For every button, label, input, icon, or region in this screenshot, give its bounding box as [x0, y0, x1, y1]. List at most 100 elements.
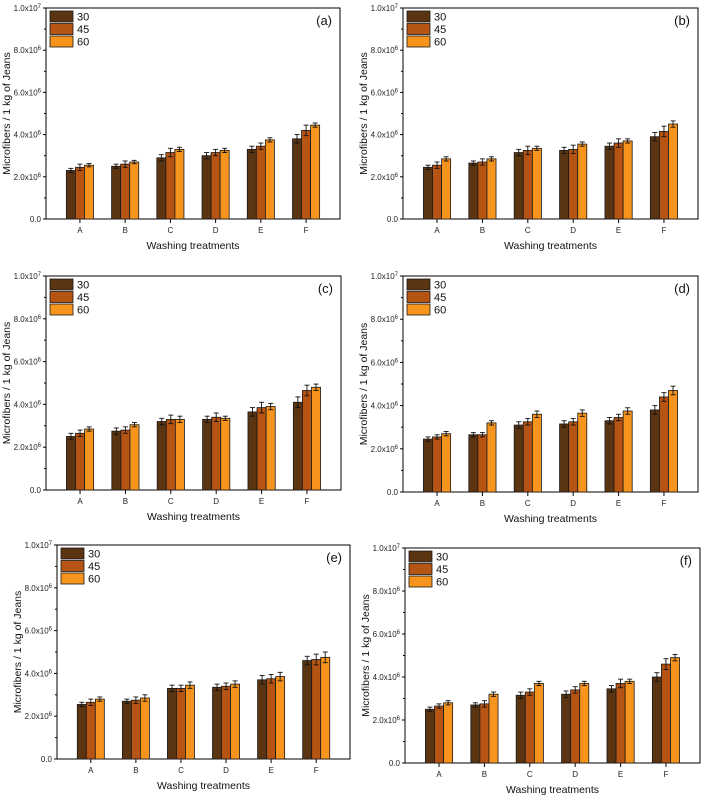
- bar: [219, 150, 230, 220]
- y-tick-exponent: 6: [38, 358, 42, 364]
- bar: [129, 424, 140, 491]
- y-tick-label: 1.0x107: [14, 272, 42, 281]
- y-axis-title: Microfibers / 1 kg of Jeans: [360, 594, 372, 717]
- x-tick-label: E: [268, 766, 273, 775]
- bar: [441, 433, 452, 493]
- legend-swatch: [49, 278, 74, 291]
- y-tick-base: 2.0x10: [25, 712, 50, 721]
- bar: [84, 428, 95, 491]
- y-tick-label: 1.0x107: [25, 541, 53, 550]
- y-tick-exponent: 7: [38, 4, 42, 10]
- bar: [220, 417, 231, 491]
- legend-swatch: [49, 291, 74, 303]
- x-tick-label: F: [314, 766, 319, 775]
- legend-swatch: [408, 563, 433, 575]
- bar: [302, 660, 313, 760]
- y-tick-exponent: 6: [395, 46, 399, 52]
- legend-label: 60: [88, 574, 100, 586]
- legend-label: 45: [434, 24, 446, 36]
- bar: [613, 142, 624, 220]
- bar: [606, 688, 617, 764]
- y-tick-label: 2.0x106: [371, 173, 399, 182]
- x-tick-label: D: [570, 499, 576, 508]
- panel-label: (d): [674, 281, 690, 296]
- bar: [320, 656, 331, 760]
- bar: [668, 390, 678, 493]
- x-tick-label: B: [482, 770, 487, 779]
- bar: [579, 683, 590, 764]
- x-tick-label: E: [616, 499, 621, 508]
- x-tick-label: C: [167, 226, 173, 235]
- y-tick-exponent: 6: [49, 669, 53, 675]
- y-tick-base: 4.0x10: [371, 402, 396, 411]
- y-tick-base: 1.0x10: [14, 4, 39, 13]
- bar: [659, 131, 669, 220]
- bar: [130, 699, 141, 760]
- bar: [174, 148, 185, 220]
- x-tick-label: C: [168, 497, 174, 506]
- x-tick-label: B: [122, 226, 127, 235]
- y-tick-exponent: 6: [38, 88, 42, 94]
- legend-swatch: [60, 547, 85, 560]
- y-tick-base: 2.0x10: [371, 173, 396, 182]
- y-tick-base: 4.0x10: [25, 669, 50, 678]
- y-tick-label: 2.0x106: [14, 173, 42, 182]
- y-tick-label: 4.0x106: [25, 669, 53, 678]
- y-tick-label: 6.0x106: [14, 88, 42, 97]
- bar: [533, 683, 544, 764]
- bar: [486, 158, 497, 220]
- legend-swatch: [406, 10, 431, 23]
- legend-swatch: [406, 303, 431, 316]
- panel-label: (a): [316, 13, 332, 28]
- y-tick-label: 6.0x106: [373, 630, 401, 639]
- bar: [432, 164, 442, 220]
- bar: [479, 703, 490, 764]
- y-tick-exponent: 6: [38, 443, 42, 449]
- bar: [468, 434, 479, 493]
- bar: [622, 140, 633, 220]
- y-tick-label: 4.0x106: [14, 131, 42, 140]
- bar: [622, 410, 633, 493]
- x-tick-label: A: [436, 770, 442, 779]
- y-tick-base: 6.0x10: [371, 358, 396, 367]
- bar: [613, 417, 624, 493]
- y-tick-exponent: 7: [38, 272, 42, 278]
- x-tick-label: D: [213, 497, 219, 506]
- legend-label: 30: [434, 12, 446, 24]
- y-axis-title: Microfibers / 1 kg of Jeans: [358, 323, 370, 446]
- y-tick-base: 4.0x10: [373, 673, 398, 682]
- legend-label: 60: [77, 305, 89, 317]
- bar: [176, 687, 186, 760]
- y-tick-label: 8.0x106: [14, 315, 42, 324]
- y-tick-exponent: 6: [38, 173, 42, 179]
- x-axis-title: Washing treatments: [504, 240, 597, 252]
- bar: [513, 424, 524, 493]
- bar: [624, 680, 635, 764]
- legend-swatch: [60, 572, 85, 585]
- y-tick-label: 0.0: [389, 759, 401, 768]
- bar: [522, 150, 533, 220]
- bar: [668, 123, 678, 220]
- bar: [156, 157, 167, 220]
- legend-label: 60: [434, 37, 446, 49]
- y-tick-label: 6.0x106: [25, 627, 53, 636]
- bar: [167, 687, 177, 760]
- y-tick-label: 4.0x106: [371, 131, 399, 140]
- y-tick-exponent: 6: [397, 630, 401, 636]
- y-tick-label: 6.0x106: [371, 88, 399, 97]
- bar: [65, 170, 76, 220]
- y-tick-label: 4.0x106: [371, 402, 399, 411]
- bar: [559, 423, 570, 493]
- x-tick-label: F: [304, 226, 309, 235]
- y-tick-label: 0.0: [387, 215, 399, 224]
- bar: [441, 158, 452, 220]
- y-tick-label: 8.0x106: [25, 584, 53, 593]
- bar: [185, 684, 195, 760]
- legend-label: 30: [434, 280, 446, 292]
